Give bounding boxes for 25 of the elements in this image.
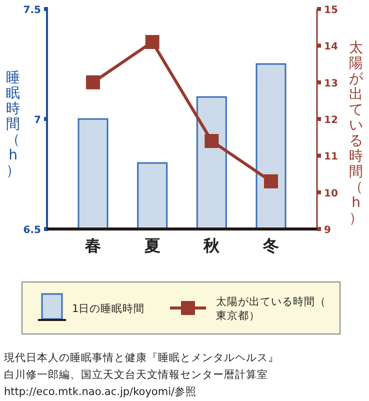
- x-tick-label: 夏: [143, 236, 160, 255]
- legend-label: 1日の睡眠時間: [72, 302, 145, 315]
- legend-label: 太陽が出ている時間（東京都）: [216, 295, 326, 322]
- y-tick-label: 7.5: [23, 5, 42, 16]
- y2-tick-label: 12: [324, 115, 338, 126]
- text: 現代日本人の睡眠事情と健康『睡眠とメンタルヘルス』: [4, 351, 279, 364]
- x-tick-label: 春: [84, 236, 101, 255]
- y-tick-label: 7: [34, 115, 42, 126]
- text: 太陽が出ている時間（h）: [349, 40, 363, 226]
- x-tick-label: 冬: [262, 236, 279, 255]
- y-axis-title: 睡眠時間（h）: [6, 70, 20, 179]
- y2-tick-label: 11: [324, 152, 338, 163]
- point: [264, 174, 278, 188]
- y2-tick-label: 15: [324, 5, 338, 16]
- point: [145, 35, 160, 49]
- x-tick-label: 秋: [202, 236, 221, 255]
- y-tick-label: 6.5: [23, 225, 42, 236]
- point: [204, 134, 219, 148]
- y2-tick-label: 13: [324, 78, 338, 90]
- point: [86, 75, 100, 90]
- text: 白川修一郎編、国立天文台天文情報センター暦計算室: [4, 368, 268, 381]
- y2-tick-label: 10: [324, 188, 338, 200]
- text: http://eco.mtk.nao.ac.jp/koyomi/参照: [4, 385, 197, 398]
- y2-tick-label: 14: [324, 42, 338, 53]
- y2-tick-label: 9: [324, 225, 331, 236]
